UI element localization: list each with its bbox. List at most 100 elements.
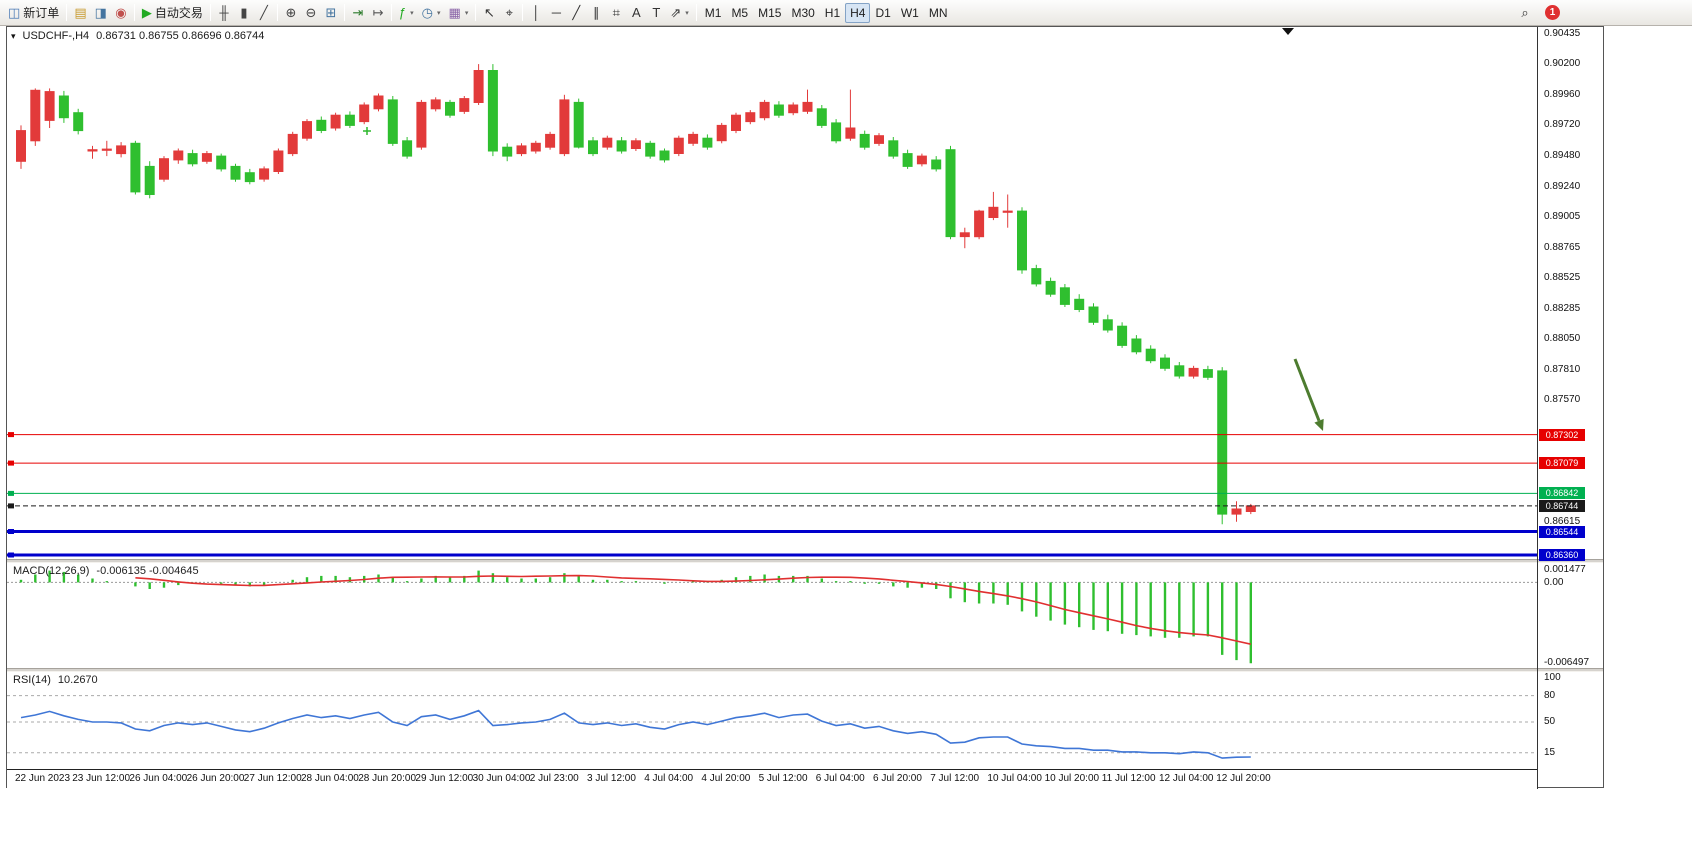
rsi-value: 10.2670	[57, 674, 98, 686]
trendline-button[interactable]: ╱	[566, 3, 586, 23]
candle-body	[931, 159, 942, 170]
time-axis-label: 10 Jul 04:00	[987, 773, 1042, 784]
timeframe-d1[interactable]: D1	[870, 3, 895, 23]
notification-badge[interactable]: 1	[1545, 5, 1560, 20]
price-tick: 0.88765	[1544, 241, 1581, 253]
line-chart-button[interactable]: ╱	[254, 3, 274, 23]
tile-windows-icon: ⊞	[325, 5, 337, 20]
candle-body	[487, 70, 498, 152]
candle-body	[1045, 280, 1056, 295]
candle-body	[287, 133, 298, 155]
timeframe-w1[interactable]: W1	[896, 3, 924, 23]
timeframe-m15[interactable]: M15	[753, 3, 786, 23]
panel-splitter-rsi[interactable]	[7, 668, 1603, 672]
indicators-button-dropdown-icon[interactable]: ▾	[410, 9, 414, 17]
candle-body	[58, 95, 69, 119]
channel-button[interactable]: ∥	[586, 3, 606, 23]
toolbar-separator	[522, 4, 524, 21]
time-axis-label: 26 Jun 20:00	[186, 773, 245, 784]
candle-body	[30, 89, 41, 142]
time-axis-label: 28 Jun 04:00	[301, 773, 359, 784]
price-tick: 0.86615	[1544, 516, 1581, 528]
timeframe-m1-label: M1	[704, 5, 722, 20]
auto-trading-button[interactable]: ▶ 自动交易	[138, 3, 207, 23]
new-order-button[interactable]: ◫ 新订单	[4, 3, 63, 23]
bar-chart-button[interactable]: ╫	[214, 3, 234, 23]
candle-body	[974, 210, 985, 238]
candle-body	[44, 91, 55, 121]
resistance-line-2-handle[interactable]	[8, 460, 14, 466]
price-axis[interactable]: 0.90435 0.90200 0.89960 0.89720 0.89480 0.892…	[1538, 27, 1604, 789]
chart-shift-button[interactable]: ↦	[368, 3, 388, 23]
periods-button-dropdown-icon[interactable]: ▾	[437, 9, 441, 17]
candle-body	[1245, 505, 1256, 512]
templates-button[interactable]: ▦ ▾	[445, 3, 473, 23]
candle-body	[773, 104, 784, 116]
chart-collapse-toggle[interactable]: ▾	[11, 30, 16, 41]
candle-body	[588, 140, 598, 155]
crosshair-button[interactable]: ⌖	[499, 3, 519, 23]
rsi-canvas[interactable]	[7, 672, 1537, 768]
down-arrow-annotation-head[interactable]	[1314, 418, 1324, 431]
chart-shift-marker[interactable]	[1282, 28, 1294, 35]
text-button[interactable]: A	[626, 3, 646, 23]
price-tick: 0.88050	[1544, 332, 1581, 344]
timeframe-m5[interactable]: M5	[726, 3, 753, 23]
rsi-axis-tick: 100	[1544, 672, 1561, 683]
shapes-button[interactable]: ⇗ ▾	[666, 3, 692, 23]
timeframe-mn-label: MN	[928, 5, 948, 20]
search-button[interactable]: ⌕	[1515, 3, 1535, 23]
indicators-button[interactable]: ƒ ▾	[395, 3, 418, 23]
timeframe-h1[interactable]: H1	[820, 3, 845, 23]
chart-ohlc-readout: 0.86731 0.86755 0.86696 0.86744	[96, 30, 265, 42]
toolbar-right: ⌕ 1	[1515, 3, 1688, 23]
shapes-button-dropdown-icon[interactable]: ▾	[685, 9, 689, 17]
down-arrow-annotation[interactable]	[1293, 358, 1321, 422]
profiles-button[interactable]: ▤	[70, 3, 90, 23]
support-line-blue-2-handle[interactable]	[8, 552, 14, 558]
price-tick: 0.89240	[1544, 180, 1581, 192]
macd-name: MACD(12,26,9)	[13, 565, 90, 577]
price-tick: 0.88525	[1544, 272, 1581, 284]
candle-body	[802, 101, 813, 112]
tile-windows-button[interactable]: ⊞	[321, 3, 341, 23]
price-tick: 0.88285	[1544, 302, 1581, 314]
fibonacci-button[interactable]: ⌗	[606, 3, 626, 23]
templates-button-dropdown-icon[interactable]: ▾	[464, 9, 469, 17]
support-line-blue-1-handle[interactable]	[8, 529, 14, 534]
candle-body	[330, 114, 341, 129]
macd-axis-zero: 0.00	[1544, 577, 1564, 589]
candlestick-chart-button[interactable]: ▮	[234, 3, 254, 23]
timeframe-h4[interactable]: H4	[845, 2, 871, 23]
vertical-line-button[interactable]: │	[526, 3, 546, 23]
alerts-button[interactable]: ◉	[111, 3, 131, 23]
candle-body	[387, 99, 398, 144]
auto-scroll-button[interactable]: ⇥	[348, 3, 368, 23]
candle-body	[1188, 367, 1199, 377]
timeframe-mn[interactable]: MN	[924, 3, 953, 23]
resistance-line-1-handle[interactable]	[8, 432, 14, 438]
timeframe-m1[interactable]: M1	[700, 3, 727, 23]
support-line-green-handle[interactable]	[8, 490, 14, 496]
time-axis-label: 6 Jul 04:00	[815, 773, 865, 784]
line-chart-icon: ╱	[260, 5, 268, 20]
cursor-button[interactable]: ↖	[479, 3, 499, 23]
macd-canvas[interactable]	[7, 563, 1537, 668]
bid-price-handle[interactable]	[8, 503, 14, 509]
label-button[interactable]: T	[646, 3, 666, 23]
timeframe-m30[interactable]: M30	[786, 3, 819, 23]
zoom-out-button[interactable]: ⊖	[301, 3, 321, 23]
zoom-in-button[interactable]: ⊕	[281, 3, 301, 23]
periods-button[interactable]: ◷ ▾	[418, 3, 445, 23]
candlestick-canvas[interactable]	[7, 27, 1537, 559]
toolbar-separator	[695, 4, 697, 21]
panel-splitter-macd[interactable]	[7, 559, 1603, 563]
time-axis[interactable]: 22 Jun 2023 23 Jun 12:00 26 Jun 04:00 26 Ju…	[7, 769, 1537, 789]
candle-body	[187, 153, 198, 165]
candle-body	[659, 150, 670, 161]
candle-body	[816, 108, 827, 126]
candle-body	[1160, 357, 1170, 369]
horizontal-line-button[interactable]: ─	[546, 3, 566, 23]
market-watch-button[interactable]: ◨	[91, 3, 111, 23]
new-order-icon: ◫	[8, 5, 21, 20]
